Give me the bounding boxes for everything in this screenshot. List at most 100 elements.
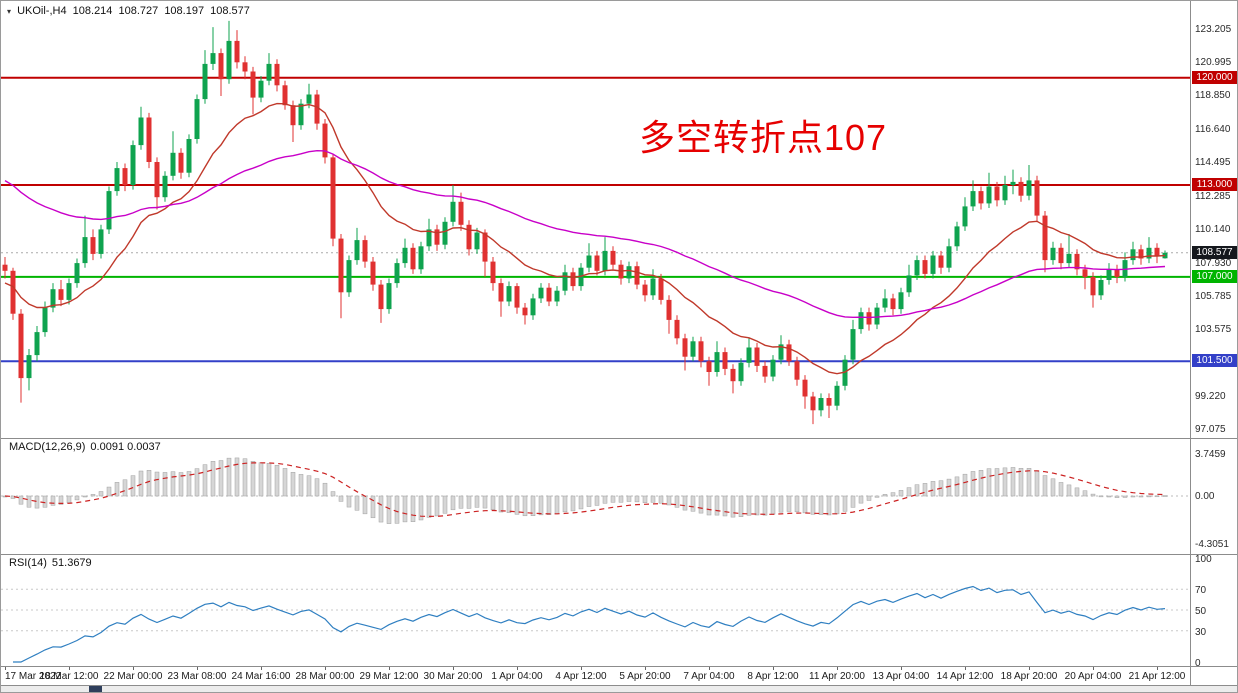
time-tick [197,667,198,670]
time-label: 5 Apr 20:00 [619,671,671,682]
candle-body [434,229,440,245]
candle-body [602,250,608,271]
macd-histogram-bar [370,495,376,519]
candle-body [418,246,424,270]
time-label: 4 Apr 12:00 [555,671,607,682]
macd-histogram-bar [738,495,744,517]
macd-histogram-bar [90,494,96,497]
h-scrollbar-track[interactable] [1,686,1237,692]
candle-body [1066,253,1072,264]
macd-histogram-bar [642,495,648,503]
macd-histogram-bar [362,495,368,515]
candle-body [770,359,776,377]
time-tick [389,667,390,670]
ohlc-high: 108.727 [118,5,159,17]
macd-histogram-bar [650,495,656,503]
h-scrollbar-thumb[interactable] [89,686,102,692]
macd-histogram-bar [922,483,928,497]
macd-histogram-bar [770,495,776,515]
macd-histogram-bar [226,457,232,497]
macd-histogram-bar [242,458,248,497]
panel-separator[interactable] [1,438,1237,439]
candle-body [722,352,728,369]
rsi-axis-tick: 30 [1195,626,1207,638]
macd-histogram-bar [546,495,552,516]
macd-histogram-bar [394,495,400,524]
time-label: 11 Apr 20:00 [809,671,865,682]
macd-histogram-bar [386,495,392,524]
price-axis[interactable]: 123.205 120.995 118.850 116.640 114.495 112.2… [1191,1,1237,685]
rsi-panel-canvas[interactable] [1,554,1190,666]
time-axis[interactable]: 17 Mar 2022 18 Mar 12:00 22 Mar 00:00 23 Ma… [1,666,1190,685]
macd-histogram-bar [482,495,488,509]
candle-body [698,341,704,362]
macd-axis-tick: 3.7459 [1195,449,1226,461]
price-badge-107.000: 107.000 [1192,269,1237,283]
candle-body [562,272,568,291]
candle-body [962,206,968,227]
macd-histogram-bar [1106,495,1112,498]
candle-body [146,117,152,162]
rsi-axis-tick: 0 [1195,658,1201,669]
macd-histogram-bar [146,470,152,497]
macd-histogram-bar [322,482,328,497]
macd-histogram-bar [674,495,680,508]
macd-histogram-bar [250,461,256,497]
candle-body [1114,269,1120,277]
price-chart-canvas[interactable] [1,1,1190,438]
time-label: 18 Apr 20:00 [1000,671,1058,682]
macd-histogram-bar [794,495,800,513]
price-tick: 118.850 [1195,90,1231,102]
candle-body [386,283,392,310]
time-label: 29 Mar 12:00 [359,671,419,682]
panel-separator[interactable] [1,554,1237,555]
rsi-axis-tick: 70 [1195,585,1207,597]
macd-histogram-bar [1042,475,1048,497]
chart-marker-icon: ▾ [7,7,12,16]
chart-annotation[interactable]: 多空转折点107 [639,117,888,158]
candle-body [922,260,928,274]
macd-histogram-bar [490,495,496,511]
price-badge-101.500: 101.500 [1192,354,1237,368]
candle-body [1002,185,1008,201]
macd-histogram-bar [514,495,520,515]
candle-body [10,270,16,314]
macd-histogram-bar [1122,495,1128,498]
candle-body [586,255,592,268]
macd-histogram-bar [266,463,272,497]
candle-body [730,368,736,382]
candle-body [626,266,632,279]
price-tick: 112.285 [1195,190,1231,202]
candle-body [338,238,344,293]
candle-body [1058,247,1064,264]
price-tick: 97.075 [1195,424,1226,436]
ohlc-close: 108.577 [210,5,250,17]
candle-body [1146,247,1152,259]
macd-panel-canvas[interactable] [1,438,1190,554]
candle-body [858,312,864,330]
candle-body [946,246,952,268]
candle-body [538,287,544,299]
macd-histogram-bar [306,475,312,497]
macd-histogram-bar [1114,495,1120,498]
candle-body [1138,249,1144,259]
candle-body [658,278,664,300]
macd-histogram-bar [730,495,736,518]
candle-body [1026,180,1032,196]
time-tick [773,667,774,670]
macd-histogram-bar [1026,468,1032,497]
macd-histogram-bar [714,495,720,516]
macd-histogram-bar [82,495,88,498]
macd-histogram-bar [802,495,808,514]
time-label: 8 Apr 12:00 [747,671,799,682]
macd-histogram-bar [290,472,296,497]
candle-body [34,332,40,356]
candle-body [138,117,144,146]
macd-histogram-bar [426,495,432,518]
candle-body [650,278,656,296]
macd-histogram-bar [930,481,936,497]
candle-body [394,263,400,284]
candle-body [306,94,312,104]
candle-body [114,168,120,192]
time-axis-separator [1,666,1237,667]
